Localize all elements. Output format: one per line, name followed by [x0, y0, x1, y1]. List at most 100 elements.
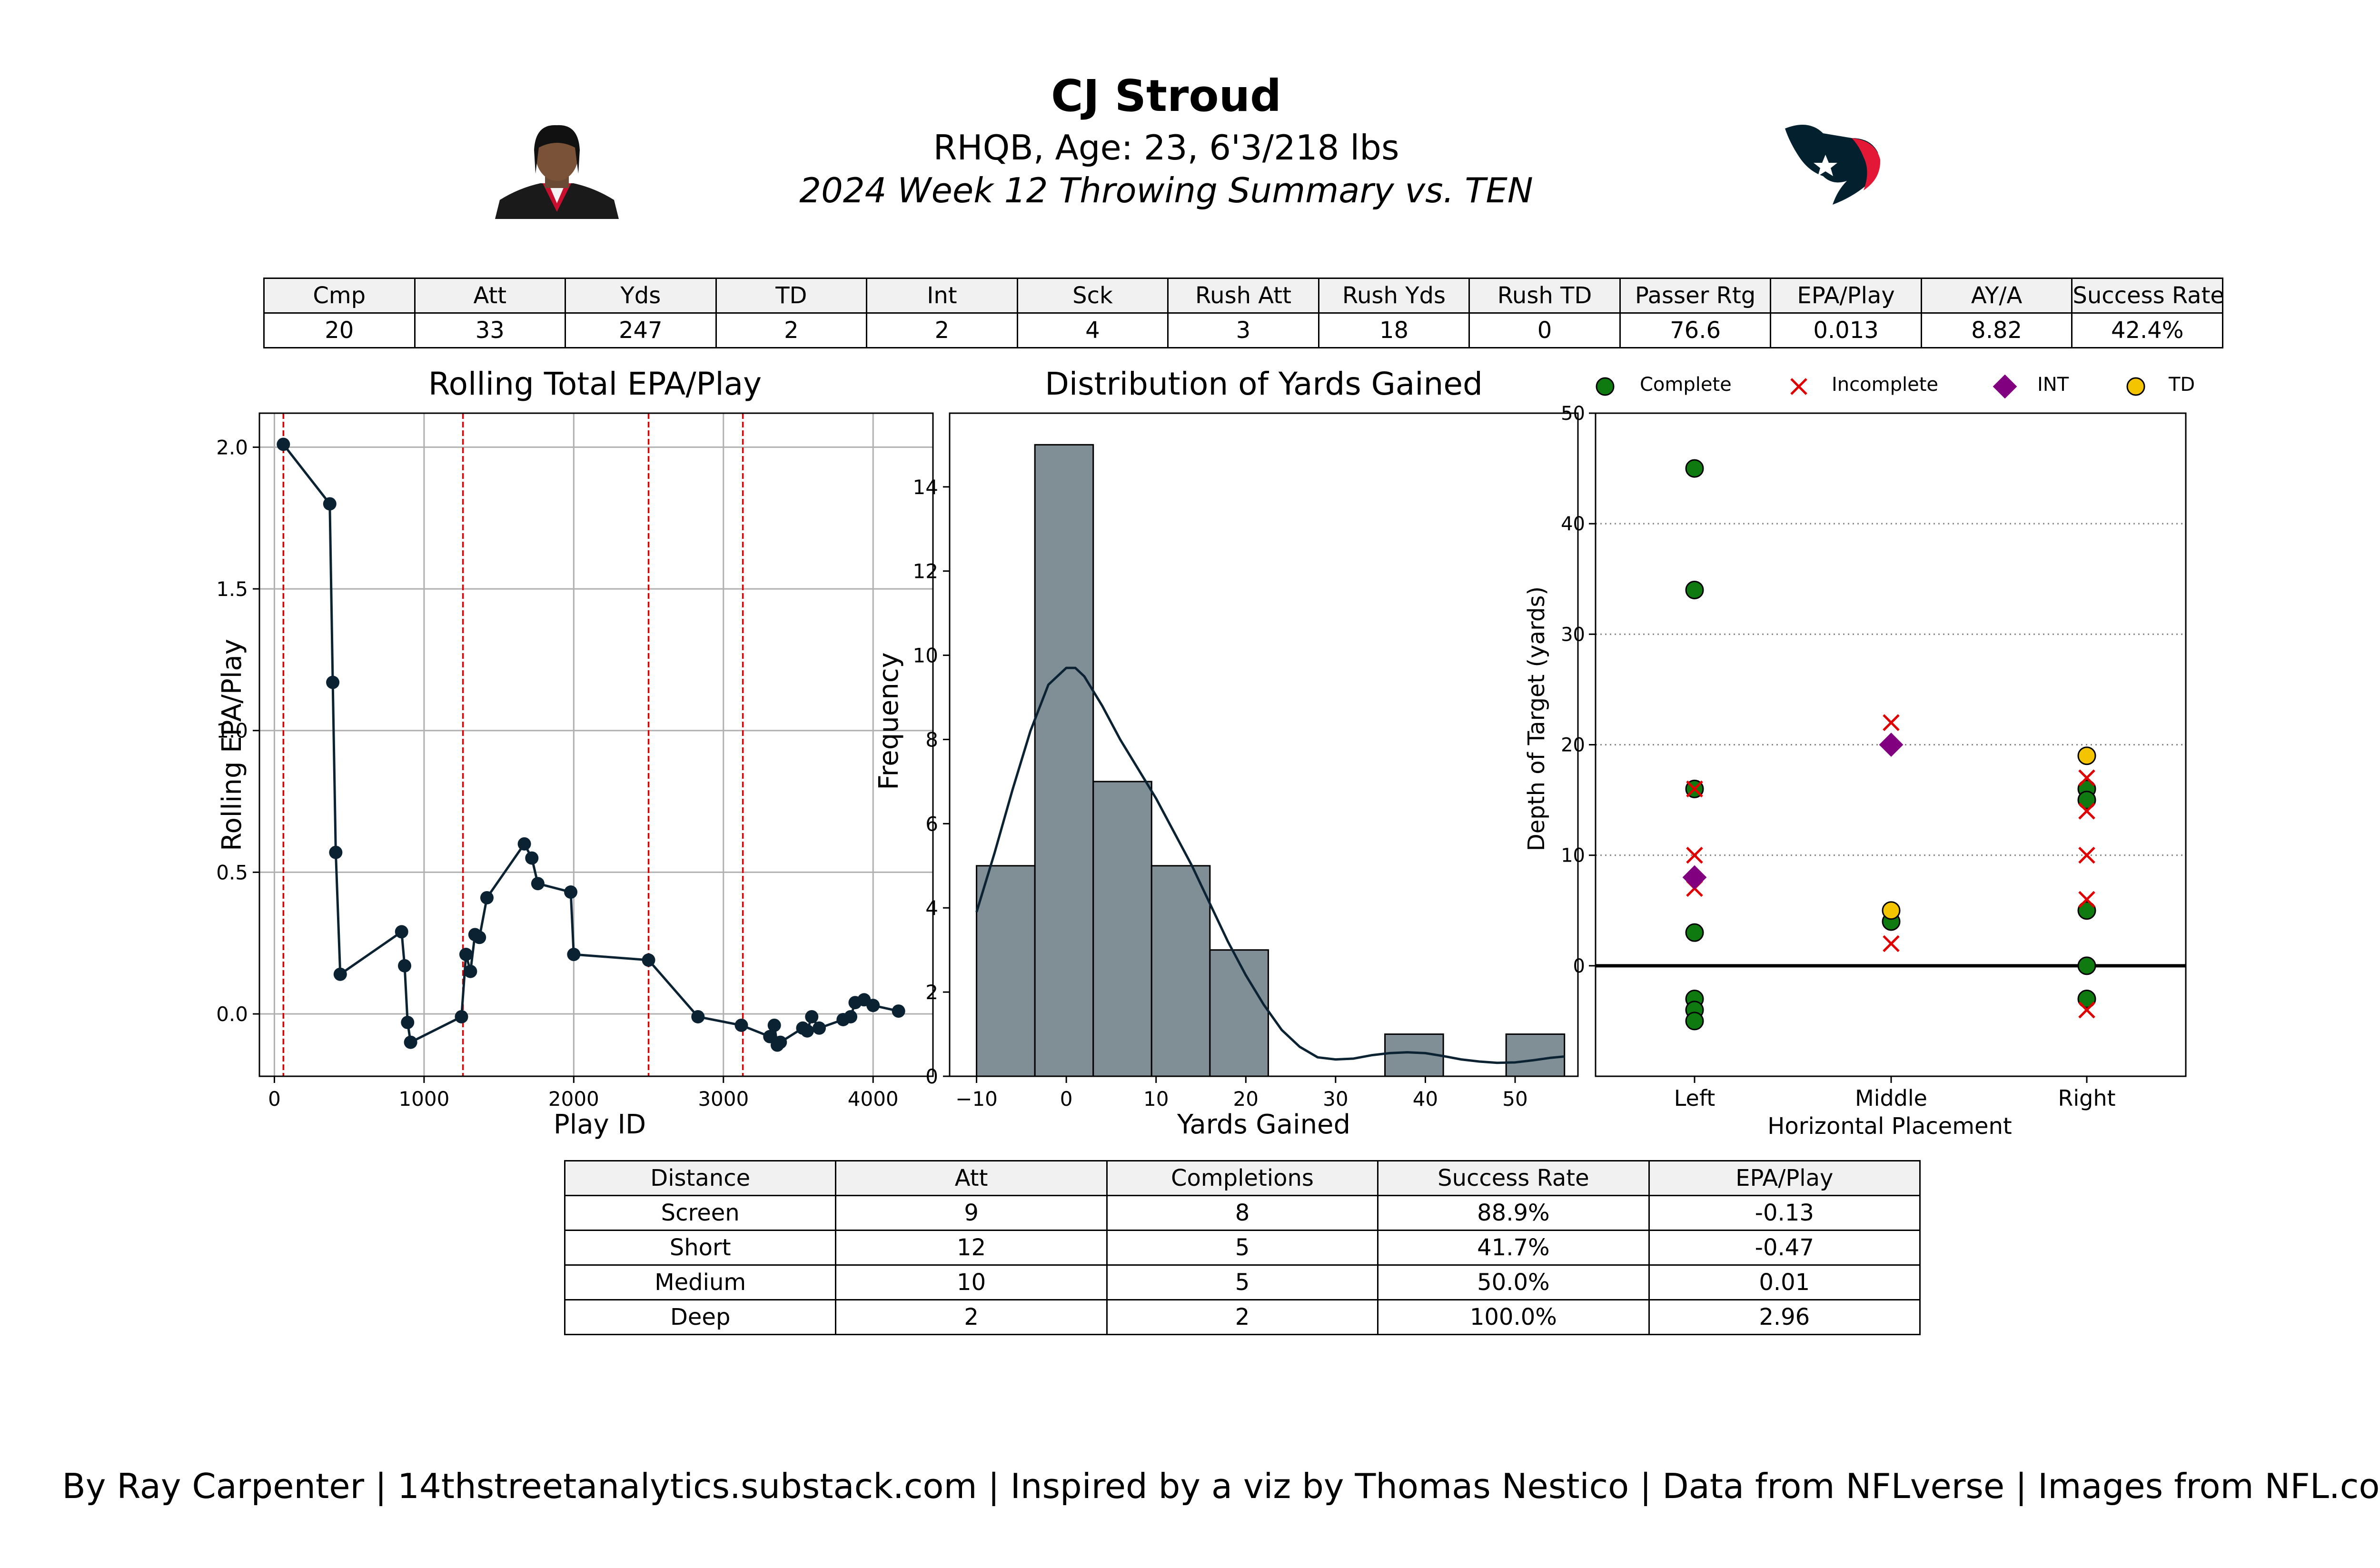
epa-chart-title: Rolling Total EPA/Play — [428, 366, 762, 402]
player-info: RHQB, Age: 23, 6'3/218 lbs — [933, 128, 1399, 168]
incomplete-marker-stroke — [1686, 846, 1703, 864]
incomplete-marker-stroke — [1883, 935, 1900, 953]
legend-complete-label: Complete — [1640, 374, 1732, 396]
epa-data-point — [531, 877, 545, 891]
epa-data-point — [866, 999, 880, 1012]
player-name: CJ Stroud — [1051, 70, 1281, 121]
summary-value-cell: 4 — [1016, 312, 1169, 348]
legend-int-label: INT — [2037, 374, 2069, 396]
epa-data-point — [473, 931, 486, 944]
summary-value-cell: 20 — [263, 312, 416, 348]
table-row: Screen 9 8 88.9% -0.13 — [564, 1195, 1921, 1231]
scatter-x-tick-label: Left — [1674, 1085, 1716, 1111]
epa-data-point — [326, 675, 340, 689]
distance-cell: 8 — [1106, 1195, 1379, 1231]
hist-x-tick-label: 30 — [1323, 1087, 1348, 1111]
complete-marker — [2077, 791, 2096, 810]
incomplete-marker-stroke — [2078, 891, 2095, 908]
scatter-y-axis-label: Depth of Target (yards) — [1523, 586, 1550, 852]
game-summary: 2024 Week 12 Throwing Summary vs. TEN — [799, 170, 1533, 210]
incomplete-marker — [2078, 891, 2095, 908]
scatter-x-tick-label: Right — [2058, 1085, 2115, 1111]
hist-y-tick-label: 4 — [925, 896, 938, 920]
hist-x-tick-label: 0 — [1060, 1087, 1073, 1111]
epa-data-point — [459, 948, 473, 962]
incomplete-marker-stroke — [1883, 714, 1900, 731]
player-headshot-icon — [495, 121, 619, 219]
hist-y-tick-label: 6 — [925, 812, 938, 835]
epa-data-point — [844, 1010, 858, 1023]
legend-incomplete-label: Incomplete — [1832, 374, 1938, 396]
epa-data-point — [517, 837, 531, 851]
epa-data-point — [564, 885, 578, 899]
epa-data-point — [464, 964, 477, 978]
td-marker — [1882, 901, 1901, 920]
epa-data-point — [567, 948, 581, 962]
incomplete-marker-stroke — [2078, 803, 2095, 820]
distance-cell: 88.9% — [1377, 1195, 1650, 1231]
distance-cell: 0.01 — [1648, 1264, 1921, 1300]
footer-credits: By Ray Carpenter | 14thstreetanalytics.s… — [62, 1466, 2380, 1506]
hist-x-tick-label: 20 — [1233, 1087, 1259, 1111]
hist-x-tick-label: 50 — [1502, 1087, 1527, 1111]
legend-int-marker — [1993, 374, 2017, 399]
complete-marker — [1685, 580, 1704, 599]
hist-y-tick-label: 2 — [925, 981, 938, 1004]
epa-y-tick-label: 2.0 — [216, 436, 248, 459]
incomplete-marker — [2078, 803, 2095, 820]
incomplete-marker-stroke — [2078, 1001, 2095, 1019]
summary-value-cell: 33 — [414, 312, 566, 348]
scatter-y-tick-label: 50 — [1561, 403, 1585, 425]
summary-header-cell: Cmp — [263, 278, 416, 314]
summary-header-cell: Passer Rtg — [1619, 278, 1772, 314]
incomplete-marker-stroke — [2078, 846, 2095, 864]
summary-header-cell: Rush Yds — [1318, 278, 1470, 314]
distance-cell: Deep — [564, 1299, 837, 1335]
distance-header-cell: Success Rate — [1377, 1160, 1650, 1196]
distance-header-cell: Completions — [1106, 1160, 1379, 1196]
summary-header-cell: EPA/Play — [1770, 278, 1922, 314]
complete-marker — [2077, 989, 2096, 1008]
complete-marker — [2077, 956, 2096, 975]
kde-curve — [975, 666, 1565, 1064]
epa-x-tick-label: 2000 — [548, 1087, 599, 1111]
epa-y-tick-label: 0.0 — [216, 1002, 248, 1026]
complete-marker — [1685, 459, 1704, 478]
epa-data-point — [813, 1021, 826, 1035]
epa-data-point — [642, 953, 655, 967]
distance-cell: Medium — [564, 1264, 837, 1300]
epa-data-point — [767, 1018, 781, 1032]
summary-header-cell: Int — [866, 278, 1018, 314]
epa-data-point — [329, 845, 343, 859]
summary-header-cell: Success Rate — [2071, 278, 2223, 314]
distance-cell: 5 — [1106, 1230, 1379, 1266]
incomplete-marker — [1686, 780, 1703, 798]
table-row: Short 12 5 41.7% -0.47 — [564, 1230, 1921, 1266]
epa-x-axis-label: Play ID — [553, 1109, 646, 1140]
distance-cell: 10 — [835, 1264, 1108, 1300]
epa-data-point — [805, 1010, 819, 1023]
summary-value-cell: 2 — [866, 312, 1018, 348]
epa-data-point — [800, 1024, 814, 1038]
scatter-x-axis-label: Horizontal Placement — [1767, 1113, 2012, 1140]
distance-cell: Short — [564, 1230, 837, 1266]
epa-data-point — [734, 1018, 748, 1032]
epa-x-tick-label: 4000 — [848, 1087, 899, 1111]
incomplete-marker — [2078, 846, 2095, 864]
incomplete-marker — [1883, 935, 1900, 953]
scatter-y-tick-label: 0 — [1573, 955, 1585, 977]
epa-data-point — [401, 1015, 415, 1029]
distance-cell: 5 — [1106, 1264, 1379, 1300]
summary-header-cell: TD — [715, 278, 868, 314]
complete-marker — [1685, 1012, 1704, 1031]
summary-value-cell: 0 — [1468, 312, 1621, 348]
td-marker — [2077, 746, 2096, 765]
epa-data-point — [395, 925, 408, 939]
hist-x-tick-label: −10 — [955, 1087, 998, 1111]
distance-cell: -0.13 — [1648, 1195, 1921, 1231]
epa-data-point — [892, 1004, 905, 1018]
yards-x-axis-label: Yards Gained — [1177, 1109, 1351, 1140]
